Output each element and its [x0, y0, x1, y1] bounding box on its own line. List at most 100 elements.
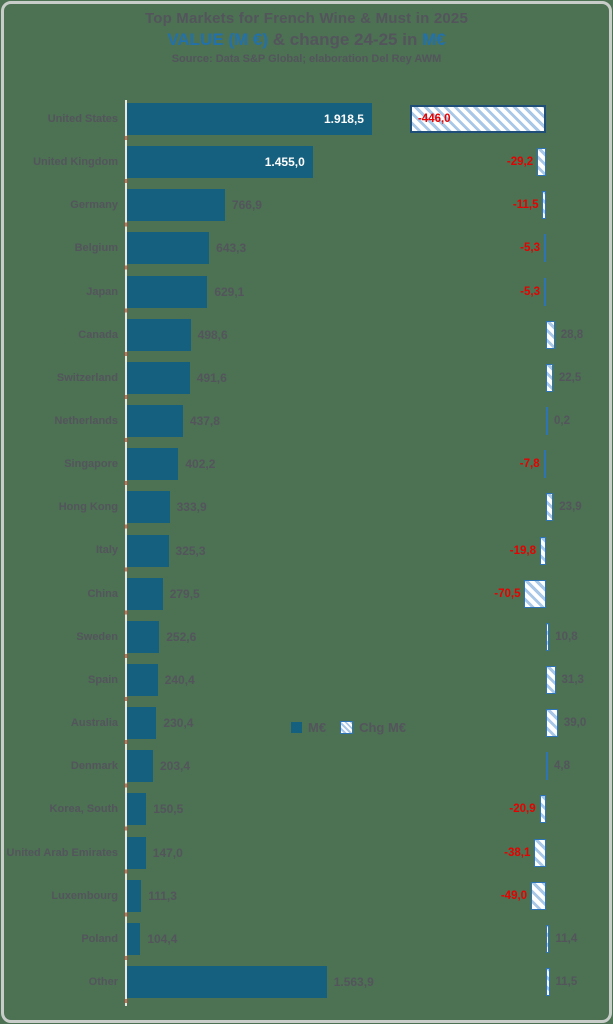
change-label: 11,4 [555, 932, 578, 945]
country-label: Italy [95, 544, 118, 557]
country-label: Belgium [74, 242, 118, 255]
change-label: -19,8 [509, 544, 536, 557]
chart-row: Germany 766,9 -11,5 [0, 189, 613, 222]
legend: M€ Chg M€ [291, 718, 414, 736]
value-label: 766,9 [231, 198, 262, 213]
chart-row: Spain 240,4 31,3 [0, 663, 613, 696]
value-bar [127, 793, 147, 826]
source-note: Source: Data S&P Global; elaboration Del… [171, 53, 442, 65]
value-label: 1.918,5 [323, 112, 364, 126]
chart-row: Switzerland 491,6 22,5 [0, 361, 613, 394]
value-label: 147,0 [152, 845, 183, 860]
change-label: 28,8 [560, 328, 584, 341]
change-label: -7,8 [519, 458, 540, 471]
change-bar [531, 881, 546, 910]
country-label: China [87, 587, 118, 600]
value-label: 1.455,0 [264, 155, 305, 170]
chart-row: Hong Kong 333,9 23,9 [0, 491, 613, 524]
change-bar [544, 234, 546, 263]
value-label: 240,4 [164, 672, 195, 687]
value-label: 1.563,9 [333, 975, 374, 989]
change-bar [546, 752, 548, 781]
change-bar [542, 191, 546, 220]
subtitle-value-part: VALUE (M €) [167, 30, 269, 49]
value-bar [127, 448, 179, 481]
change-bar [546, 622, 550, 651]
value-bar [127, 103, 372, 135]
value-label: 491,6 [196, 370, 227, 385]
value-bar [127, 232, 210, 265]
chart-row: Canada 498,6 28,8 [0, 318, 613, 351]
change-label: 11,5 [555, 976, 578, 988]
country-label: Denmark [70, 760, 118, 773]
change-label: -20,9 [509, 803, 536, 816]
change-bar [546, 320, 555, 349]
change-bar [537, 148, 546, 177]
change-label: 39,0 [563, 717, 587, 730]
change-bar [546, 665, 556, 694]
value-bar [127, 577, 163, 610]
value-bar [127, 663, 158, 696]
chart-row: Italy 325,3 -19,8 [0, 534, 613, 567]
change-label: -29,2 [506, 156, 534, 169]
country-label: United States [47, 112, 118, 125]
subtitle-mid-part: & change 24-25 in [268, 30, 423, 49]
change-label: 0,2 [554, 415, 570, 428]
value-label: 402,2 [185, 457, 216, 472]
country-label: Netherlands [54, 415, 118, 427]
country-label: Spain [88, 673, 118, 686]
value-bar [127, 966, 327, 998]
chart-row: Japan 629,1 -5,3 [0, 275, 613, 308]
chart-row: Other 1.563,9 11,5 [0, 966, 613, 998]
chart-title: Top Markets for French Wine & Must in 20… [144, 10, 469, 27]
value-bar [127, 836, 146, 869]
change-label: 22,5 [558, 371, 582, 384]
country-label: Luxembourg [51, 889, 118, 902]
country-label: Japan [86, 285, 118, 298]
country-label: Switzerland [56, 371, 118, 384]
change-label: 10,8 [555, 630, 578, 643]
chart-row: Singapore 402,2 -7,8 [0, 448, 613, 481]
change-bar [543, 450, 546, 479]
change-bar [546, 924, 550, 953]
value-bar [127, 922, 141, 955]
change-bar [546, 407, 548, 436]
country-label: Hong Kong [58, 501, 118, 514]
change-bar [539, 536, 546, 565]
value-bar [127, 146, 313, 179]
legend-swatch-change [340, 720, 354, 734]
value-bar [127, 318, 191, 351]
legend-swatch-value [291, 721, 302, 733]
change-label: 4,8 [554, 760, 570, 773]
value-bar [127, 534, 169, 567]
legend-label-change: Chg M€ [359, 719, 407, 735]
value-bar [127, 620, 160, 653]
legend-label-value: M€ [308, 719, 327, 735]
change-label: -11,5 [512, 199, 539, 212]
value-label: 325,3 [175, 543, 206, 558]
value-label: 629,1 [214, 284, 245, 299]
chart-row: Belgium 643,3 -5,3 [0, 232, 613, 265]
change-label: -49,0 [500, 889, 528, 902]
value-bar [127, 361, 190, 394]
value-bar [127, 405, 183, 438]
chart-row: China 279,5 -70,5 [0, 577, 613, 610]
value-label: 498,6 [197, 327, 228, 342]
change-bar [539, 795, 546, 824]
value-label: 203,4 [159, 759, 190, 774]
value-axis-line [125, 100, 127, 1006]
chart-subtitle: VALUE (M €) & change 24-25 in M€ [0, 30, 613, 50]
country-label: Germany [70, 199, 118, 212]
value-bar [127, 189, 225, 222]
chart-row: Korea, South 150,5 -20,9 [0, 793, 613, 826]
value-label: 150,5 [153, 802, 184, 817]
value-label: 279,5 [169, 586, 200, 601]
change-bar [546, 968, 550, 996]
value-label: 230,4 [163, 716, 194, 731]
change-label: -70,5 [494, 587, 521, 600]
value-label: 104,4 [147, 931, 178, 946]
change-bar [544, 277, 546, 306]
change-label: -5,3 [520, 242, 540, 255]
